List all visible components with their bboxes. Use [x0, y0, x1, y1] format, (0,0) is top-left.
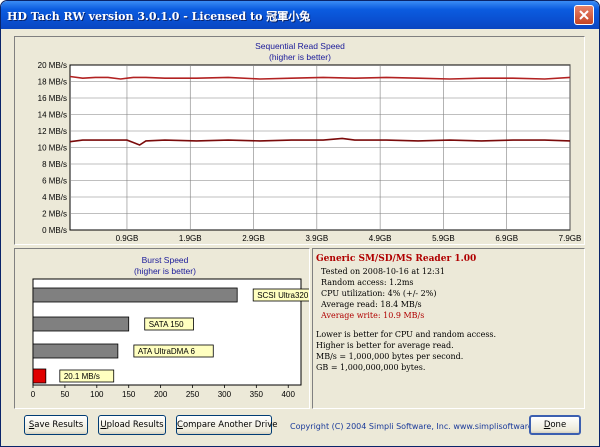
read-x-tick-label: 5.9GB: [432, 234, 455, 243]
burst-bar-label: SCSI Ultra320: [257, 291, 309, 300]
read-y-tick-label: 8 MB/s: [42, 160, 67, 169]
read-chart-title: Sequential Read Speed: [255, 41, 345, 51]
burst-chart-subtitle: (higher is better): [134, 266, 196, 276]
note-line: MB/s = 1,000,000 bytes per second.: [316, 352, 464, 361]
read-y-tick-label: 18 MB/s: [38, 78, 67, 87]
note-line: GB = 1,000,000,000 bytes.: [316, 363, 426, 372]
read-y-tick-label: 12 MB/s: [38, 127, 67, 136]
window-title: HD Tach RW version 3.0.1.0 - Licensed to…: [7, 10, 311, 23]
upload-results-mnemonic: U: [100, 420, 107, 430]
read-y-tick-label: 6 MB/s: [42, 177, 67, 186]
burst-x-tick-label: 200: [154, 390, 168, 399]
burst-bar-label: 20.1 MB/s: [64, 372, 100, 381]
upload-results-button[interactable]: Upload Results: [98, 415, 166, 435]
burst-x-tick-label: 400: [282, 390, 296, 399]
compare-drive-mnemonic: C: [177, 420, 183, 430]
drive-info-panel: Generic SM/SD/MS Reader 1.00 Tested on 2…: [312, 248, 585, 409]
read-x-tick-label: 3.9GB: [305, 234, 328, 243]
compare-drive-button[interactable]: Compare Another Drive: [176, 415, 277, 435]
copyright-text: Copyright (C) 2004 Simpli Software, Inc.…: [290, 422, 553, 431]
note-line: Higher is better for average read.: [316, 341, 454, 350]
burst-bar-label-box: [144, 317, 194, 331]
burst-bar-label: ATA UltraDMA 6: [138, 347, 196, 356]
close-icon: [579, 10, 589, 20]
close-button[interactable]: [574, 5, 594, 25]
read-y-tick-label: 16 MB/s: [38, 94, 67, 103]
read-series-line: [69, 137, 571, 146]
read-x-tick-label: 4.9GB: [369, 234, 392, 243]
burst-x-tick-label: 250: [186, 390, 200, 399]
tested-date: Tested on 2008-10-16 at 12:31: [321, 267, 445, 276]
done-label: one: [550, 420, 567, 430]
burst-bar-label-box: [133, 344, 214, 358]
burst-x-tick-label: 150: [122, 390, 136, 399]
read-x-tick-label: 6.9GB: [495, 234, 518, 243]
read-chart-subtitle: (higher is better): [269, 52, 331, 62]
burst-speed-panel: Burst Speed (higher is better) SCSI Ultr…: [14, 248, 310, 409]
read-y-tick-label: 20 MB/s: [38, 61, 67, 70]
read-y-tick-label: 10 MB/s: [38, 144, 67, 153]
save-results-button[interactable]: Save Results: [24, 415, 88, 435]
note-line: Lower is better for CPU and random acces…: [316, 330, 497, 339]
burst-speed-chart: Burst Speed (higher is better) SCSI Ultr…: [31, 255, 309, 399]
title-bar[interactable]: HD Tach RW version 3.0.1.0 - Licensed to…: [1, 1, 599, 29]
save-results-mnemonic: S: [28, 420, 35, 430]
burst-x-tick-label: 350: [250, 390, 264, 399]
read-series-line: [69, 75, 571, 80]
read-x-tick-label: 7.9GB: [559, 234, 582, 243]
burst-x-tick-label: 300: [218, 390, 232, 399]
burst-chart-title: Burst Speed: [142, 255, 189, 265]
average-read: Average read: 18.4 MB/s: [321, 300, 422, 309]
done-button[interactable]: Done: [529, 415, 581, 435]
compare-drive-label: ompare Another Drive: [182, 420, 278, 430]
read-y-tick-label: 4 MB/s: [42, 193, 67, 202]
burst-x-tick-label: 100: [90, 390, 104, 399]
cpu-utilization: CPU utilization: 4% (+/- 2%): [321, 289, 437, 298]
read-x-tick-label: 2.9GB: [242, 234, 265, 243]
burst-bar: [32, 316, 130, 332]
sequential-read-panel: Sequential Read Speed (higher is better)…: [14, 36, 585, 245]
save-results-label: ave Results: [34, 420, 84, 430]
average-write: Average write: 10.9 MB/s: [321, 311, 425, 320]
read-y-tick-label: 14 MB/s: [38, 111, 67, 120]
read-y-tick-label: 0 MB/s: [42, 226, 67, 235]
read-y-tick-label: 2 MB/s: [42, 210, 67, 219]
read-x-tick-label: 0.9GB: [116, 234, 139, 243]
burst-x-tick-label: 0: [31, 390, 36, 399]
burst-bar-label-box: [252, 288, 309, 302]
done-mnemonic: D: [543, 420, 551, 430]
drive-name: Generic SM/SD/MS Reader 1.00: [316, 254, 477, 264]
burst-bar: [32, 368, 47, 384]
burst-bar: [32, 343, 119, 359]
upload-results-label: pload Results: [106, 420, 164, 430]
burst-bar: [32, 287, 238, 303]
burst-bar-label: SATA 150: [149, 320, 184, 329]
read-x-tick-label: 1.9GB: [179, 234, 202, 243]
burst-x-tick-label: 50: [60, 390, 69, 399]
random-access: Random access: 1.2ms: [321, 278, 414, 287]
burst-bar-label-box: [59, 369, 115, 383]
sequential-read-chart: Sequential Read Speed (higher is better)…: [38, 41, 582, 243]
